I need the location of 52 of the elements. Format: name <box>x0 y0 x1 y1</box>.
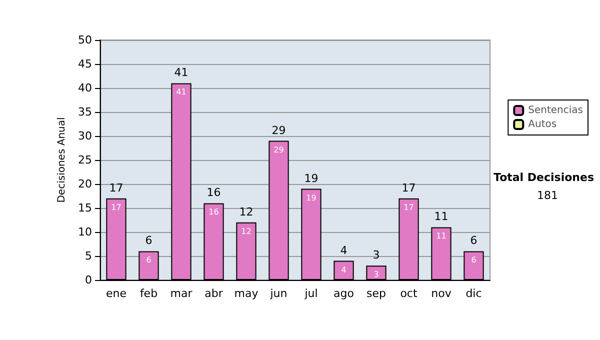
data-label: 17 <box>111 202 122 212</box>
data-label: 6 <box>146 256 152 265</box>
x-tick-label: sep <box>366 287 386 300</box>
y-axis-title: Decisiones Anual <box>56 117 68 203</box>
y-tick-label: 0 <box>85 274 92 286</box>
total-label: 11 <box>434 210 448 224</box>
x-tick-label: may <box>234 287 259 300</box>
data-label: 6 <box>471 256 476 265</box>
y-tick-label: 20 <box>78 178 92 190</box>
data-label: 41 <box>176 88 186 97</box>
data-label: 4 <box>341 265 346 274</box>
total-label: 6 <box>145 234 152 248</box>
total-label: 41 <box>174 66 188 80</box>
x-tick-label: oct <box>400 287 418 300</box>
x-tick-label: nov <box>431 287 452 300</box>
total-label: 17 <box>109 181 124 194</box>
x-tick-label: mar <box>170 287 193 300</box>
x-tick-label: ene <box>106 287 127 300</box>
y-tick-label: 45 <box>78 58 92 70</box>
total-label: 12 <box>239 205 254 218</box>
data-label: 16 <box>208 208 219 217</box>
y-tick-label: 5 <box>85 250 92 262</box>
y-tick-label: 10 <box>78 226 92 238</box>
data-label: 12 <box>241 226 252 236</box>
data-label: 29 <box>274 145 284 154</box>
x-tick-label: abr <box>204 287 224 300</box>
x-tick-label: ago <box>334 287 354 300</box>
y-tick-label: 35 <box>78 106 92 118</box>
y-tick-label: 15 <box>78 202 92 214</box>
y-tick-label: 30 <box>78 130 92 142</box>
total-label: 4 <box>340 244 348 257</box>
total-label: 17 <box>402 181 416 194</box>
data-label: 19 <box>306 193 316 202</box>
x-tick-label: feb <box>140 287 158 300</box>
text: 181 <box>537 189 558 202</box>
x-tick-label: dic <box>466 287 482 300</box>
y-tick-label: 25 <box>78 154 92 166</box>
legend-label: Sentencias <box>528 105 584 116</box>
x-tick-label: jun <box>269 287 288 300</box>
total-label: 6 <box>470 234 478 248</box>
y-tick-label: 40 <box>78 82 92 94</box>
total-label: 16 <box>206 186 221 200</box>
total-label: 3 <box>372 248 380 262</box>
data-label: 3 <box>374 270 379 280</box>
x-tick-label: jul <box>304 287 318 300</box>
total-label: 29 <box>272 124 286 137</box>
y-tick-label: 50 <box>78 34 92 46</box>
data-label: 17 <box>404 202 414 212</box>
data-label: 11 <box>436 232 446 241</box>
text: Total Decisiones <box>494 171 594 184</box>
legend-label: Autos <box>528 119 557 130</box>
total-label: 19 <box>304 172 318 185</box>
